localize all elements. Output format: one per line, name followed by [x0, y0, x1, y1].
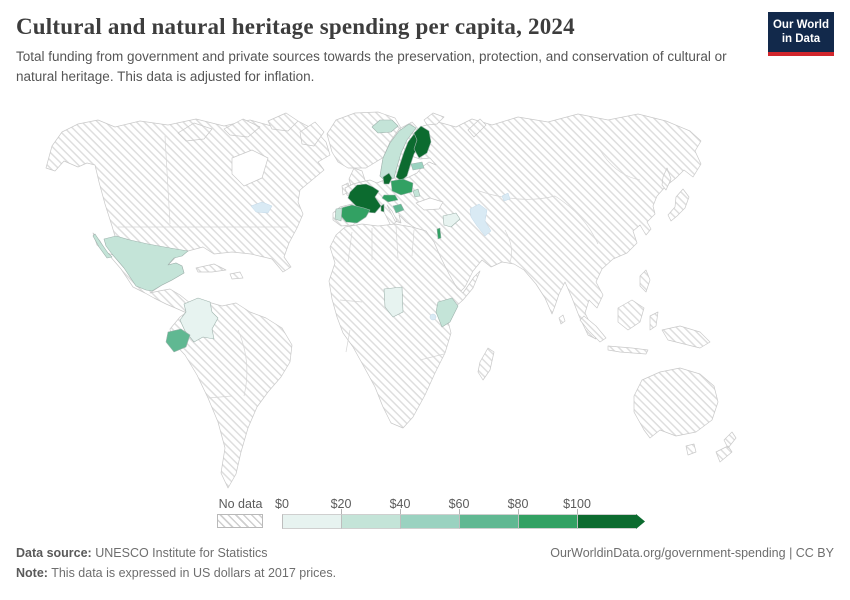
legend-tick-60: $60: [448, 497, 470, 511]
legend-tick-40: $40: [389, 497, 411, 511]
legend-bin-20-40[interactable]: [341, 514, 400, 529]
lakes: [250, 192, 511, 321]
country-colombia[interactable]: [179, 297, 219, 343]
page-title: Cultural and natural heritage spending p…: [16, 14, 575, 39]
no-data-swatch[interactable]: [217, 514, 263, 528]
landmass-madagascar: [477, 347, 495, 381]
logo-line-1: Our World: [772, 19, 829, 31]
owid-logo[interactable]: Our World in Data: [768, 12, 834, 56]
legend-tickmark: [518, 509, 519, 514]
legend-tick-100: $100: [563, 497, 591, 511]
country-syria[interactable]: [442, 212, 461, 228]
legend-tick-0: $0: [275, 497, 289, 511]
logo-line-2: in Data: [781, 33, 821, 46]
country-france-corsica[interactable]: [380, 203, 385, 213]
country-mexico[interactable]: [92, 233, 189, 292]
landmass-north-america: [45, 118, 331, 316]
chart-header: Cultural and natural heritage spending p…: [16, 12, 834, 86]
country-poland[interactable]: [390, 178, 414, 196]
chart-footer: Data source: UNESCO Institute for Statis…: [16, 546, 834, 580]
legend-bin-40-60[interactable]: [400, 514, 459, 529]
landmass-new-zealand: [715, 431, 737, 463]
no-data-label: No data: [218, 497, 263, 511]
legend-tick-20: $20: [330, 497, 352, 511]
data-source-text: UNESCO Institute for Statistics: [95, 546, 268, 560]
landmass-africa: [328, 223, 481, 429]
country-finland[interactable]: [413, 125, 432, 159]
legend-bin-0-20[interactable]: [282, 514, 341, 529]
country-borders: [118, 135, 641, 399]
landmass-sri-lanka: [558, 314, 566, 325]
landmass-arctic-islands: [177, 112, 325, 147]
data-source-label: Data source:: [16, 546, 92, 560]
legend-tickmark: [577, 509, 578, 514]
lake-aral-sea: [501, 192, 511, 202]
country-norway[interactable]: [379, 123, 417, 183]
landmass-arctic-russia: [423, 112, 487, 138]
country-kenya[interactable]: [435, 297, 459, 328]
country-estonia[interactable]: [410, 161, 425, 171]
country-spain[interactable]: [339, 204, 371, 224]
lake-caspian-sea: [469, 203, 492, 237]
legend-arrow-icon: [636, 514, 645, 529]
legend-tickmark: [341, 509, 342, 514]
owid-url-link[interactable]: OurWorldinData.org/government-spending |…: [550, 546, 834, 560]
country-czechia[interactable]: [381, 194, 399, 203]
country-ecuador[interactable]: [165, 328, 191, 353]
country-france[interactable]: [347, 183, 382, 214]
legend-bin-60-80[interactable]: [459, 514, 518, 529]
lake-victoria: [429, 313, 437, 321]
note-text: This data is expressed in US dollars at …: [51, 566, 337, 580]
legend-tickmark: [459, 509, 460, 514]
legend-colorbar[interactable]: [282, 514, 636, 529]
legend-bin-80-100[interactable]: [518, 514, 577, 529]
map-legend: No data $0 $20 $40 $60 $80 $100: [0, 495, 850, 537]
country-iceland[interactable]: [371, 119, 399, 134]
legend-tickmark: [400, 509, 401, 514]
country-bosnia[interactable]: [392, 203, 405, 214]
legend-bin-100-plus[interactable]: [577, 514, 636, 529]
landmass-caribbean: [195, 263, 244, 280]
country-israel[interactable]: [436, 227, 442, 240]
note-label: Note:: [16, 566, 48, 580]
country-chad[interactable]: [383, 286, 404, 318]
landmass-southeast-asia: [579, 269, 711, 355]
landmass-japan: [661, 167, 690, 222]
country-portugal[interactable]: [334, 207, 343, 222]
country-moldova[interactable]: [412, 188, 421, 198]
landmass-australia: [633, 367, 719, 456]
chart-subtitle: Total funding from government and privat…: [16, 49, 727, 84]
lake-great-lakes: [250, 201, 273, 214]
legend-tick-80: $80: [507, 497, 529, 511]
country-denmark[interactable]: [382, 172, 393, 185]
